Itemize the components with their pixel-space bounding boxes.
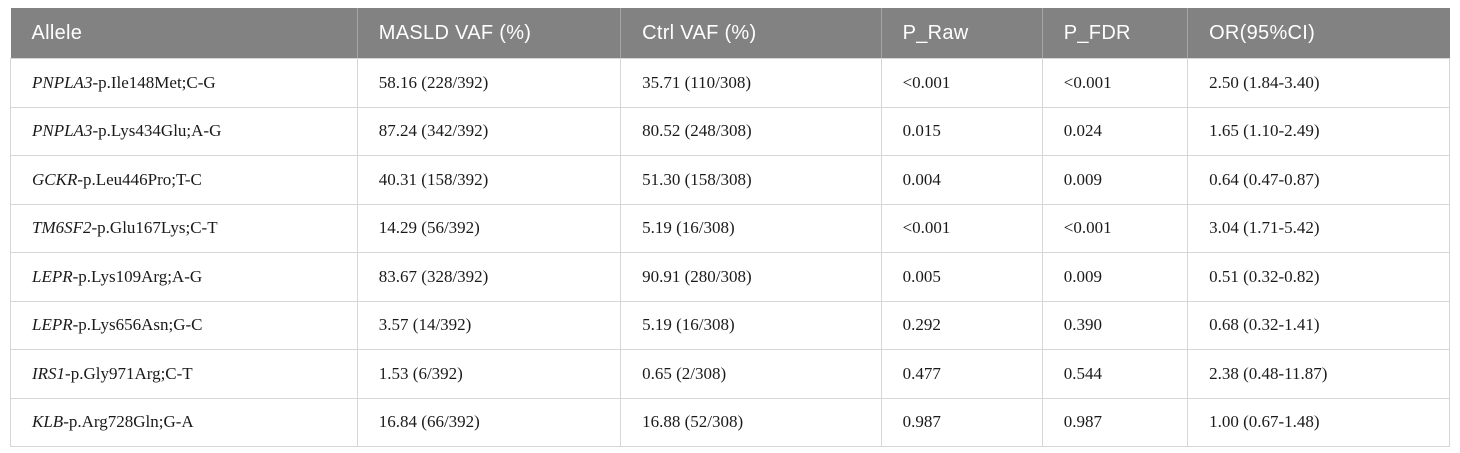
column-header-or_ci: OR(95%CI) (1187, 8, 1450, 59)
cell-allele: PNPLA3-p.Ile148Met;C-G (10, 58, 358, 108)
cell-masld_vaf: 3.57 (14/392) (356, 300, 622, 350)
variant-notation: -p.Gly971Arg;C-T (65, 363, 193, 383)
table-row: PNPLA3-p.Lys434Glu;A-G 87.24 (342/392) 80.… (10, 106, 1450, 156)
gene-symbol: KLB (32, 412, 64, 432)
cell-masld_vaf: 16.84 (66/392) (356, 397, 622, 447)
cell-p_fdr: 0.024 (1041, 106, 1189, 156)
cell-p_raw: 0.015 (880, 106, 1043, 156)
cell-ctrl_vaf: 0.65 (2/308) (620, 349, 882, 399)
cell-p_raw: <0.001 (880, 58, 1043, 108)
cell-masld_vaf: 58.16 (228/392) (356, 58, 622, 108)
cell-or_ci: 0.68 (0.32-1.41) (1187, 300, 1450, 350)
cell-allele: KLB-p.Arg728Gln;G-A (10, 397, 358, 447)
table-row: TM6SF2-p.Glu167Lys;C-T 14.29 (56/392) 5.19… (10, 203, 1450, 253)
cell-ctrl_vaf: 5.19 (16/308) (620, 203, 882, 253)
table-row: KLB-p.Arg728Gln;G-A 16.84 (66/392) 16.88 (… (10, 397, 1450, 447)
cell-masld_vaf: 40.31 (158/392) (356, 155, 622, 205)
cell-p_raw: 0.004 (880, 155, 1043, 205)
cell-p_raw: 0.987 (880, 397, 1043, 447)
cell-p_fdr: 0.544 (1041, 349, 1189, 399)
column-header-ctrl_vaf: Ctrl VAF (%) (620, 8, 882, 59)
cell-allele: GCKR-p.Leu446Pro;T-C (10, 155, 358, 205)
cell-p_fdr: 0.009 (1041, 155, 1189, 205)
table-row: LEPR-p.Lys109Arg;A-G 83.67 (328/392) 90.91… (10, 252, 1450, 302)
cell-masld_vaf: 14.29 (56/392) (356, 203, 622, 253)
gene-symbol: GCKR (32, 169, 78, 189)
table-row: GCKR-p.Leu446Pro;T-C 40.31 (158/392) 51.30… (10, 155, 1450, 205)
cell-allele: PNPLA3-p.Lys434Glu;A-G (10, 106, 358, 156)
cell-or_ci: 1.65 (1.10-2.49) (1187, 106, 1450, 156)
variant-notation: -p.Lys434Glu;A-G (92, 121, 222, 141)
gene-symbol: IRS1 (32, 363, 66, 383)
table-row: PNPLA3-p.Ile148Met;C-G 58.16 (228/392) 35.… (10, 58, 1450, 108)
cell-p_raw: <0.001 (880, 203, 1043, 253)
cell-p_fdr: <0.001 (1041, 58, 1189, 108)
table-body: PNPLA3-p.Ile148Met;C-G 58.16 (228/392) 35.… (10, 58, 1450, 447)
cell-ctrl_vaf: 35.71 (110/308) (620, 58, 882, 108)
variant-notation: -p.Leu446Pro;T-C (77, 169, 202, 189)
column-header-masld_vaf: MASLD VAF (%) (356, 8, 621, 59)
cell-p_raw: 0.477 (880, 349, 1043, 399)
table-header: Allele MASLD VAF (%) Ctrl VAF (%) P_Raw P_FD… (10, 8, 1450, 59)
column-header-p_raw: P_Raw (880, 8, 1043, 59)
column-header-allele: Allele (10, 8, 358, 59)
cell-or_ci: 0.51 (0.32-0.82) (1187, 252, 1450, 302)
cell-or_ci: 1.00 (0.67-1.48) (1187, 397, 1450, 447)
cell-ctrl_vaf: 16.88 (52/308) (620, 397, 882, 447)
gene-symbol: LEPR (32, 266, 73, 286)
cell-p_fdr: <0.001 (1041, 203, 1189, 253)
cell-masld_vaf: 83.67 (328/392) (356, 252, 622, 302)
variant-notation: -p.Lys109Arg;A-G (72, 266, 203, 286)
variant-notation: -p.Ile148Met;C-G (92, 72, 216, 92)
cell-or_ci: 2.50 (1.84-3.40) (1187, 58, 1450, 108)
cell-or_ci: 2.38 (0.48-11.87) (1187, 349, 1450, 399)
variant-notation: -p.Glu167Lys;C-T (91, 218, 218, 238)
variant-notation: -p.Lys656Asn;G-C (72, 315, 203, 335)
column-header-p_fdr: P_FDR (1041, 8, 1188, 59)
cell-allele: LEPR-p.Lys109Arg;A-G (10, 252, 358, 302)
cell-p_fdr: 0.987 (1041, 397, 1189, 447)
cell-or_ci: 3.04 (1.71-5.42) (1187, 203, 1450, 253)
cell-p_raw: 0.292 (880, 300, 1043, 350)
cell-masld_vaf: 1.53 (6/392) (356, 349, 622, 399)
cell-or_ci: 0.64 (0.47-0.87) (1187, 155, 1450, 205)
cell-masld_vaf: 87.24 (342/392) (356, 106, 622, 156)
gene-symbol: PNPLA3 (32, 121, 93, 141)
gene-symbol: PNPLA3 (32, 72, 93, 92)
gene-symbol: LEPR (32, 315, 73, 335)
cell-ctrl_vaf: 5.19 (16/308) (620, 300, 882, 350)
gene-symbol: TM6SF2 (32, 218, 92, 238)
cell-p_fdr: 0.009 (1041, 252, 1189, 302)
cell-allele: TM6SF2-p.Glu167Lys;C-T (10, 203, 358, 253)
table-row: LEPR-p.Lys656Asn;G-C 3.57 (14/392) 5.19 (1… (10, 300, 1450, 350)
cell-p_raw: 0.005 (880, 252, 1043, 302)
cell-p_fdr: 0.390 (1041, 300, 1189, 350)
header-row: Allele MASLD VAF (%) Ctrl VAF (%) P_Raw P_FD… (10, 8, 1450, 59)
cell-allele: LEPR-p.Lys656Asn;G-C (10, 300, 358, 350)
table-row: IRS1-p.Gly971Arg;C-T 1.53 (6/392) 0.65 (2/… (10, 349, 1450, 399)
variant-notation: -p.Arg728Gln;G-A (63, 412, 194, 432)
cell-ctrl_vaf: 51.30 (158/308) (620, 155, 882, 205)
allele-association-table: Allele MASLD VAF (%) Ctrl VAF (%) P_Raw P_FD… (10, 8, 1450, 447)
cell-ctrl_vaf: 80.52 (248/308) (620, 106, 882, 156)
cell-ctrl_vaf: 90.91 (280/308) (620, 252, 882, 302)
cell-allele: IRS1-p.Gly971Arg;C-T (10, 349, 358, 399)
